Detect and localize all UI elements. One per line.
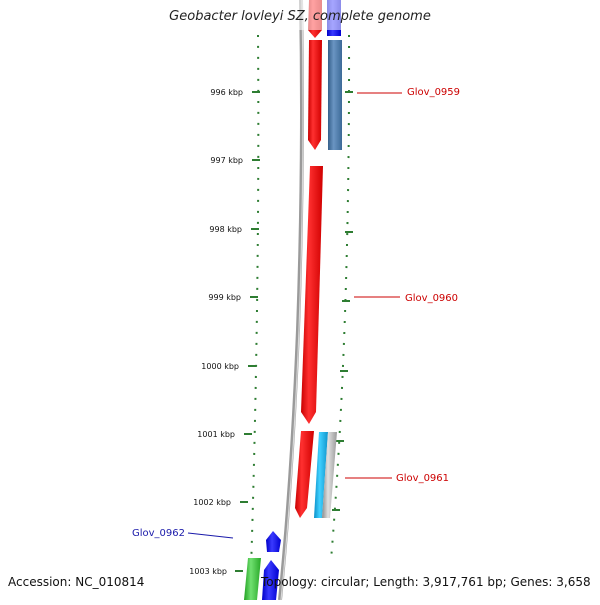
gene-cyan-block[interactable] <box>314 432 328 518</box>
gene-gray-block[interactable] <box>322 432 337 518</box>
title-fade <box>0 0 600 30</box>
ruler-label: 1000 kbp <box>201 362 239 371</box>
ruler-label: 1003 kbp <box>189 567 227 576</box>
genome-backbone <box>278 0 304 601</box>
ruler-labels: 996 kbp 997 kbp 998 kbp 999 kbp 1000 kbp… <box>189 88 243 576</box>
ruler-label: 996 kbp <box>210 88 243 97</box>
ruler-label: 998 kbp <box>209 225 242 234</box>
gene-glov-0962-arrow[interactable] <box>266 531 281 552</box>
map-title: Geobacter lovleyi SZ, complete genome <box>169 9 431 24</box>
accession-text: Accession: NC_010814 <box>8 575 145 589</box>
gene-label-glov-0961[interactable]: Glov_0961 <box>396 473 449 484</box>
gene-label-glov-0962[interactable]: Glov_0962 <box>132 528 185 539</box>
gene-green-block[interactable] <box>244 558 261 600</box>
ruler-dotted-line <box>249 34 260 601</box>
gene-steelblue-block[interactable] <box>328 40 342 150</box>
gene-label-leader <box>187 532 234 539</box>
gene-glov-0961-arrow[interactable] <box>295 431 314 518</box>
ruler-label: 999 kbp <box>208 293 241 302</box>
gene-label-glov-0960[interactable]: Glov_0960 <box>405 293 458 304</box>
ruler-label: 1002 kbp <box>193 498 231 507</box>
gene-blue-lower-arrow[interactable] <box>262 560 279 600</box>
gene-glov-0960-arrow[interactable] <box>301 166 323 424</box>
ruler-label: 997 kbp <box>210 156 243 165</box>
ruler-ticks <box>235 91 260 572</box>
genome-summary-text: Topology: circular; Length: 3,917,761 bp… <box>261 575 591 589</box>
outer-ticks <box>332 91 353 511</box>
ruler-label: 1001 kbp <box>197 430 235 439</box>
genome-backbone-inner <box>280 0 304 601</box>
gene-glov-0959-arrow[interactable] <box>308 40 322 150</box>
gene-label-glov-0959[interactable]: Glov_0959 <box>407 87 460 98</box>
